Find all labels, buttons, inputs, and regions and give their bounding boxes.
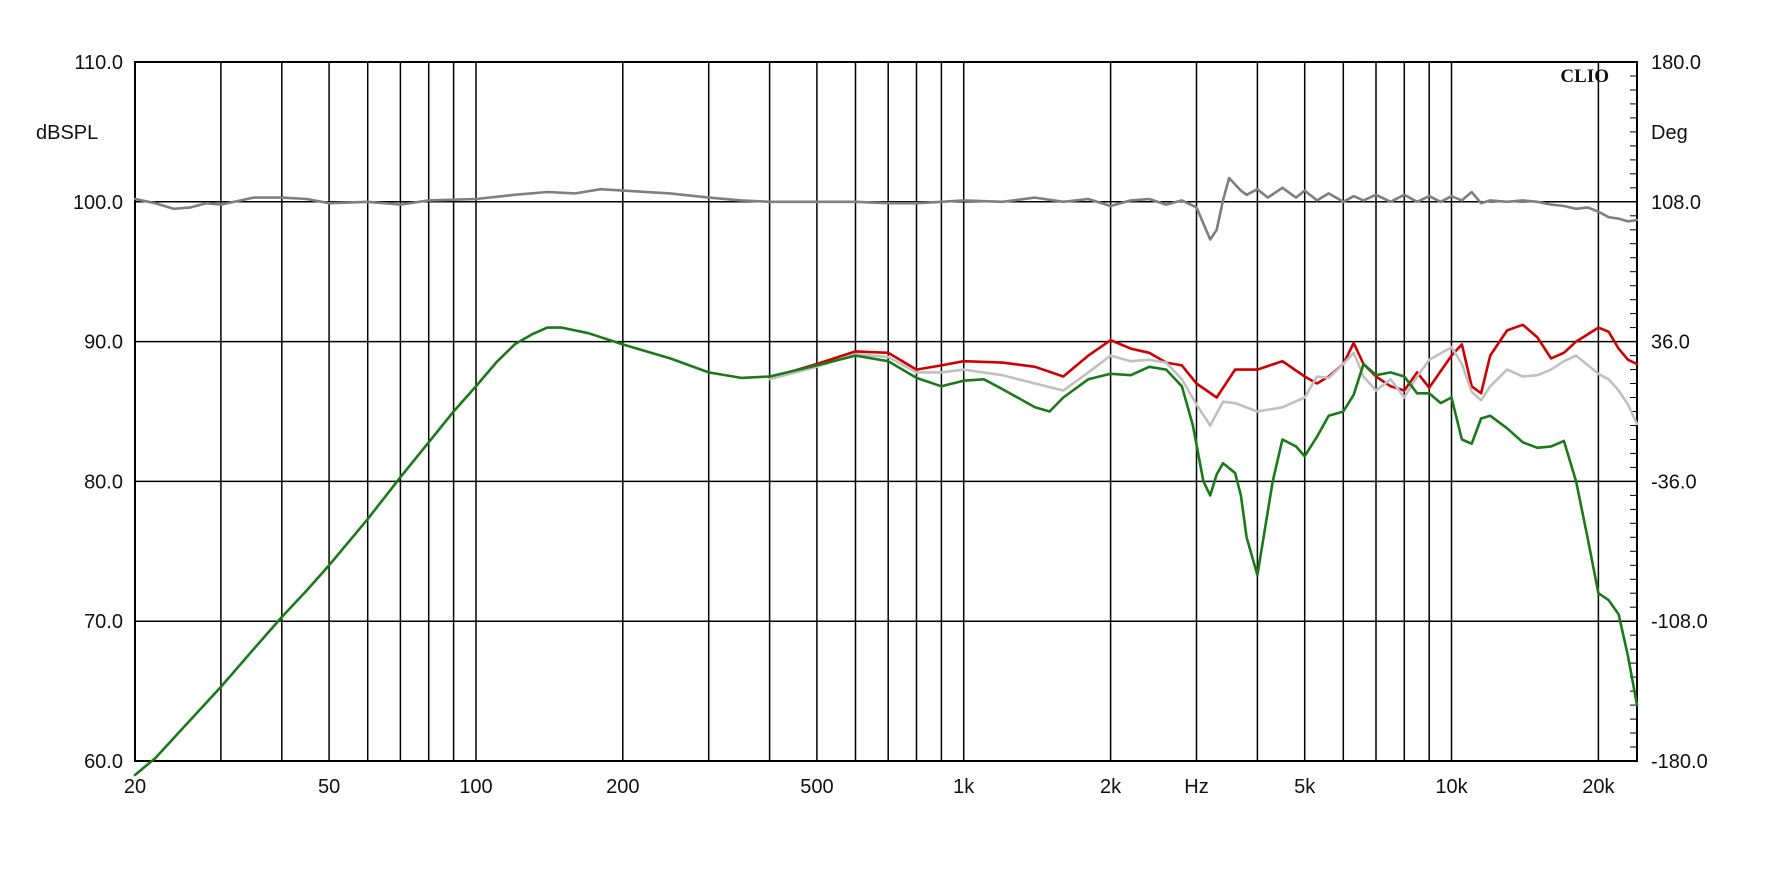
x-tick-label: 5k — [1294, 776, 1316, 798]
y-tick-label: 100.0 — [73, 192, 123, 214]
x-tick-label: 1k — [953, 776, 975, 798]
y2-tick-label: 36.0 — [1651, 332, 1690, 354]
y-gridlines — [135, 201, 1637, 622]
x-tick-label: 50 — [318, 776, 340, 798]
y2-tick-label: -108.0 — [1651, 611, 1708, 633]
x-tick-labels: 20 50 100 200 500 1k 2k Hz 5k 10k 20k — [124, 776, 1616, 798]
y-tick-label: 80.0 — [84, 471, 123, 493]
x-gridlines — [220, 62, 1600, 761]
y-tick-label: 60.0 — [84, 751, 123, 773]
series-layer — [133, 176, 1639, 777]
x-tick-label: 200 — [606, 776, 639, 798]
brand-logo: CLIO — [1560, 66, 1609, 87]
x-tick-label: 2k — [1100, 776, 1122, 798]
x-tick-label: 10k — [1435, 776, 1468, 798]
y-tick-label: 70.0 — [84, 611, 123, 633]
right-axis-minor-ticks — [1630, 75, 1637, 748]
x-tick-label: 100 — [459, 776, 492, 798]
y2-axis-label: Deg — [1651, 122, 1688, 144]
y-tick-label: 110.0 — [74, 52, 123, 74]
x-tick-label: 500 — [800, 776, 833, 798]
series-line-4 — [133, 326, 1639, 777]
y2-tick-label: -180.0 — [1651, 751, 1708, 773]
y-axis-label: dBSPL — [36, 122, 98, 144]
series-line-3 — [768, 345, 1639, 427]
y2-tick-label: -36.0 — [1651, 471, 1697, 493]
x-tick-label: 20 — [124, 776, 146, 798]
x-tick-label: Hz — [1184, 776, 1208, 798]
y2-tick-labels: -180.0 -108.0 -36.0 36.0 108.0 180.0 — [1651, 52, 1708, 773]
y-tick-labels: 60.0 70.0 80.0 90.0 100.0 110.0 — [73, 52, 123, 773]
y2-tick-label: 180.0 — [1651, 52, 1701, 74]
x-tick-label: 20k — [1582, 776, 1615, 798]
y2-tick-label: 108.0 — [1651, 192, 1701, 214]
y-tick-label: 90.0 — [84, 332, 123, 354]
series-line-1 — [133, 176, 1639, 241]
plot-area — [134, 61, 1638, 762]
